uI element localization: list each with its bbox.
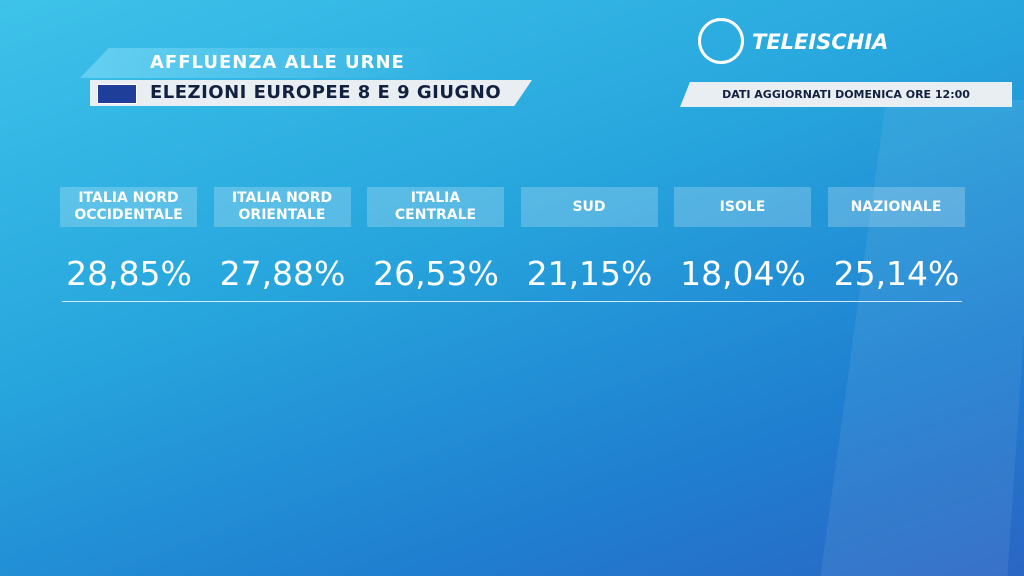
region-label: ITALIA CENTRALE <box>367 187 504 227</box>
region-label: NAZIONALE <box>827 187 965 227</box>
note-band <box>680 82 1012 107</box>
eu-flag <box>97 84 137 104</box>
subtitle: ELEZIONI EUROPEE 8 E 9 GIUGNO <box>150 82 502 103</box>
watermark <box>820 100 1024 576</box>
region-value: 28,85% <box>66 254 192 293</box>
subtitle-band <box>90 80 532 106</box>
divider <box>62 301 962 302</box>
region-label: ISOLE <box>674 187 811 227</box>
region-value: 27,88% <box>219 254 346 293</box>
update-note: DATI AGGIORNATI DOMENICA ORE 12:00 <box>722 88 970 101</box>
region-label: SUD <box>520 187 658 227</box>
title: AFFLUENZA ALLE URNE <box>150 52 405 73</box>
region-value: 18,04% <box>680 254 806 293</box>
logo: TELEISCHIA <box>752 30 889 54</box>
region-label: ITALIA NORD ORIENTALE <box>213 187 351 227</box>
region-value: 21,15% <box>526 254 653 293</box>
title-band <box>80 48 440 78</box>
region-value: 26,53% <box>373 254 499 293</box>
region-label: ITALIA NORD OCCIDENTALE <box>60 187 197 227</box>
logo-icon <box>698 18 744 64</box>
region-value: 25,14% <box>833 254 960 293</box>
